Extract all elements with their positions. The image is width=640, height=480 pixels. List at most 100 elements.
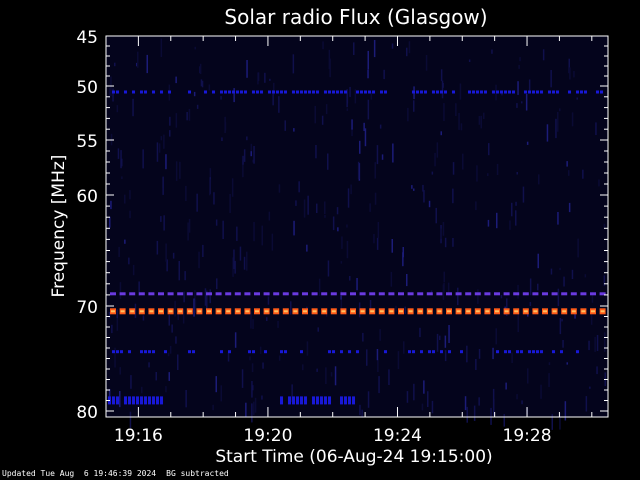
- band-peak: [389, 310, 394, 313]
- noise-streak: [492, 388, 495, 408]
- band-segment: [167, 292, 174, 296]
- noise-streak: [162, 176, 164, 195]
- noise-streak: [328, 49, 331, 70]
- noise-streak: [209, 179, 211, 196]
- noise-streak: [443, 271, 445, 283]
- band-segment: [148, 350, 151, 354]
- noise-streak: [490, 407, 492, 425]
- noise-streak: [171, 324, 173, 333]
- noise-streak: [220, 385, 222, 402]
- noise-streak: [165, 154, 167, 170]
- noise-streak: [221, 137, 223, 141]
- noise-streak: [402, 252, 404, 267]
- noise-streak: [568, 202, 571, 213]
- band-segment: [440, 90, 443, 94]
- noise-streak: [444, 350, 447, 362]
- band-segment: [378, 292, 385, 296]
- noise-streak: [452, 188, 454, 204]
- noise-streak: [487, 173, 489, 176]
- band-peak: [130, 310, 135, 313]
- noise-streak: [261, 225, 263, 246]
- band-segment: [432, 350, 435, 354]
- noise-streak: [435, 207, 437, 224]
- band-peak: [111, 310, 115, 313]
- band-segment: [584, 90, 587, 94]
- band-segment: [412, 90, 415, 94]
- noise-streak: [295, 200, 297, 206]
- y-axis-label: Frequency [MHz]: [49, 155, 69, 298]
- band-segment: [264, 350, 267, 354]
- band-segment: [215, 292, 222, 296]
- band-segment: [428, 350, 431, 354]
- noise-streak: [200, 79, 203, 87]
- noise-streak: [130, 375, 132, 389]
- band-segment: [484, 90, 487, 94]
- band-segment: [384, 90, 387, 94]
- noise-streak: [562, 340, 564, 348]
- band-segment: [332, 90, 335, 94]
- noise-streak: [329, 58, 331, 78]
- band-segment: [340, 396, 343, 405]
- band-segment: [536, 90, 539, 94]
- band-segment: [576, 350, 579, 354]
- noise-streak: [557, 288, 560, 307]
- band-segment: [380, 90, 383, 94]
- band-segment: [280, 90, 283, 94]
- noise-streak: [242, 159, 244, 178]
- band-segment: [186, 292, 193, 296]
- band-segment: [444, 90, 447, 94]
- band-segment: [560, 350, 563, 354]
- noise-streak: [346, 224, 348, 228]
- noise-streak: [495, 328, 497, 345]
- noise-streak: [585, 396, 588, 412]
- band-segment: [148, 292, 155, 296]
- noise-streak: [251, 381, 253, 398]
- band-segment: [328, 396, 331, 405]
- band-peak: [245, 310, 250, 313]
- emission-band: [110, 308, 606, 315]
- noise-streak: [340, 295, 342, 300]
- noise-streak: [112, 88, 114, 102]
- noise-streak: [346, 240, 349, 259]
- band-peak: [235, 310, 240, 313]
- noise-streak: [374, 192, 377, 205]
- band-segment: [140, 90, 143, 94]
- band-segment: [513, 292, 520, 296]
- band-segment: [228, 350, 231, 354]
- noise-streak: [293, 220, 295, 236]
- band-segment: [388, 292, 395, 296]
- noise-streak: [213, 192, 215, 205]
- x-tick-label: 19:16: [114, 426, 163, 446]
- noise-streak: [318, 278, 321, 296]
- band-peak: [159, 310, 163, 313]
- band-peak: [399, 310, 403, 313]
- band-segment: [440, 350, 443, 354]
- band-segment: [408, 350, 411, 354]
- noise-streak: [569, 67, 571, 80]
- band-peak: [523, 310, 528, 313]
- noise-streak: [246, 136, 248, 141]
- band-peak: [312, 310, 317, 313]
- noise-streak: [193, 298, 195, 317]
- band-segment: [220, 350, 223, 354]
- noise-streak: [374, 162, 376, 179]
- emission-band: [108, 396, 355, 405]
- band-segment: [436, 90, 439, 94]
- noise-streak: [291, 384, 293, 403]
- noise-streak: [436, 142, 439, 158]
- noise-streak: [324, 215, 326, 218]
- noise-streak: [568, 170, 570, 176]
- noise-streak: [132, 264, 135, 276]
- noise-streak: [598, 179, 600, 187]
- band-segment: [138, 292, 145, 296]
- band-segment: [532, 350, 535, 354]
- band-segment: [420, 90, 423, 94]
- noise-streak: [460, 123, 463, 131]
- noise-streak: [369, 203, 371, 212]
- noise-streak: [324, 201, 326, 215]
- noise-streak: [141, 386, 143, 394]
- noise-streak: [271, 233, 274, 251]
- noise-streak: [322, 41, 324, 50]
- band-segment: [273, 292, 280, 296]
- band-segment: [340, 90, 343, 94]
